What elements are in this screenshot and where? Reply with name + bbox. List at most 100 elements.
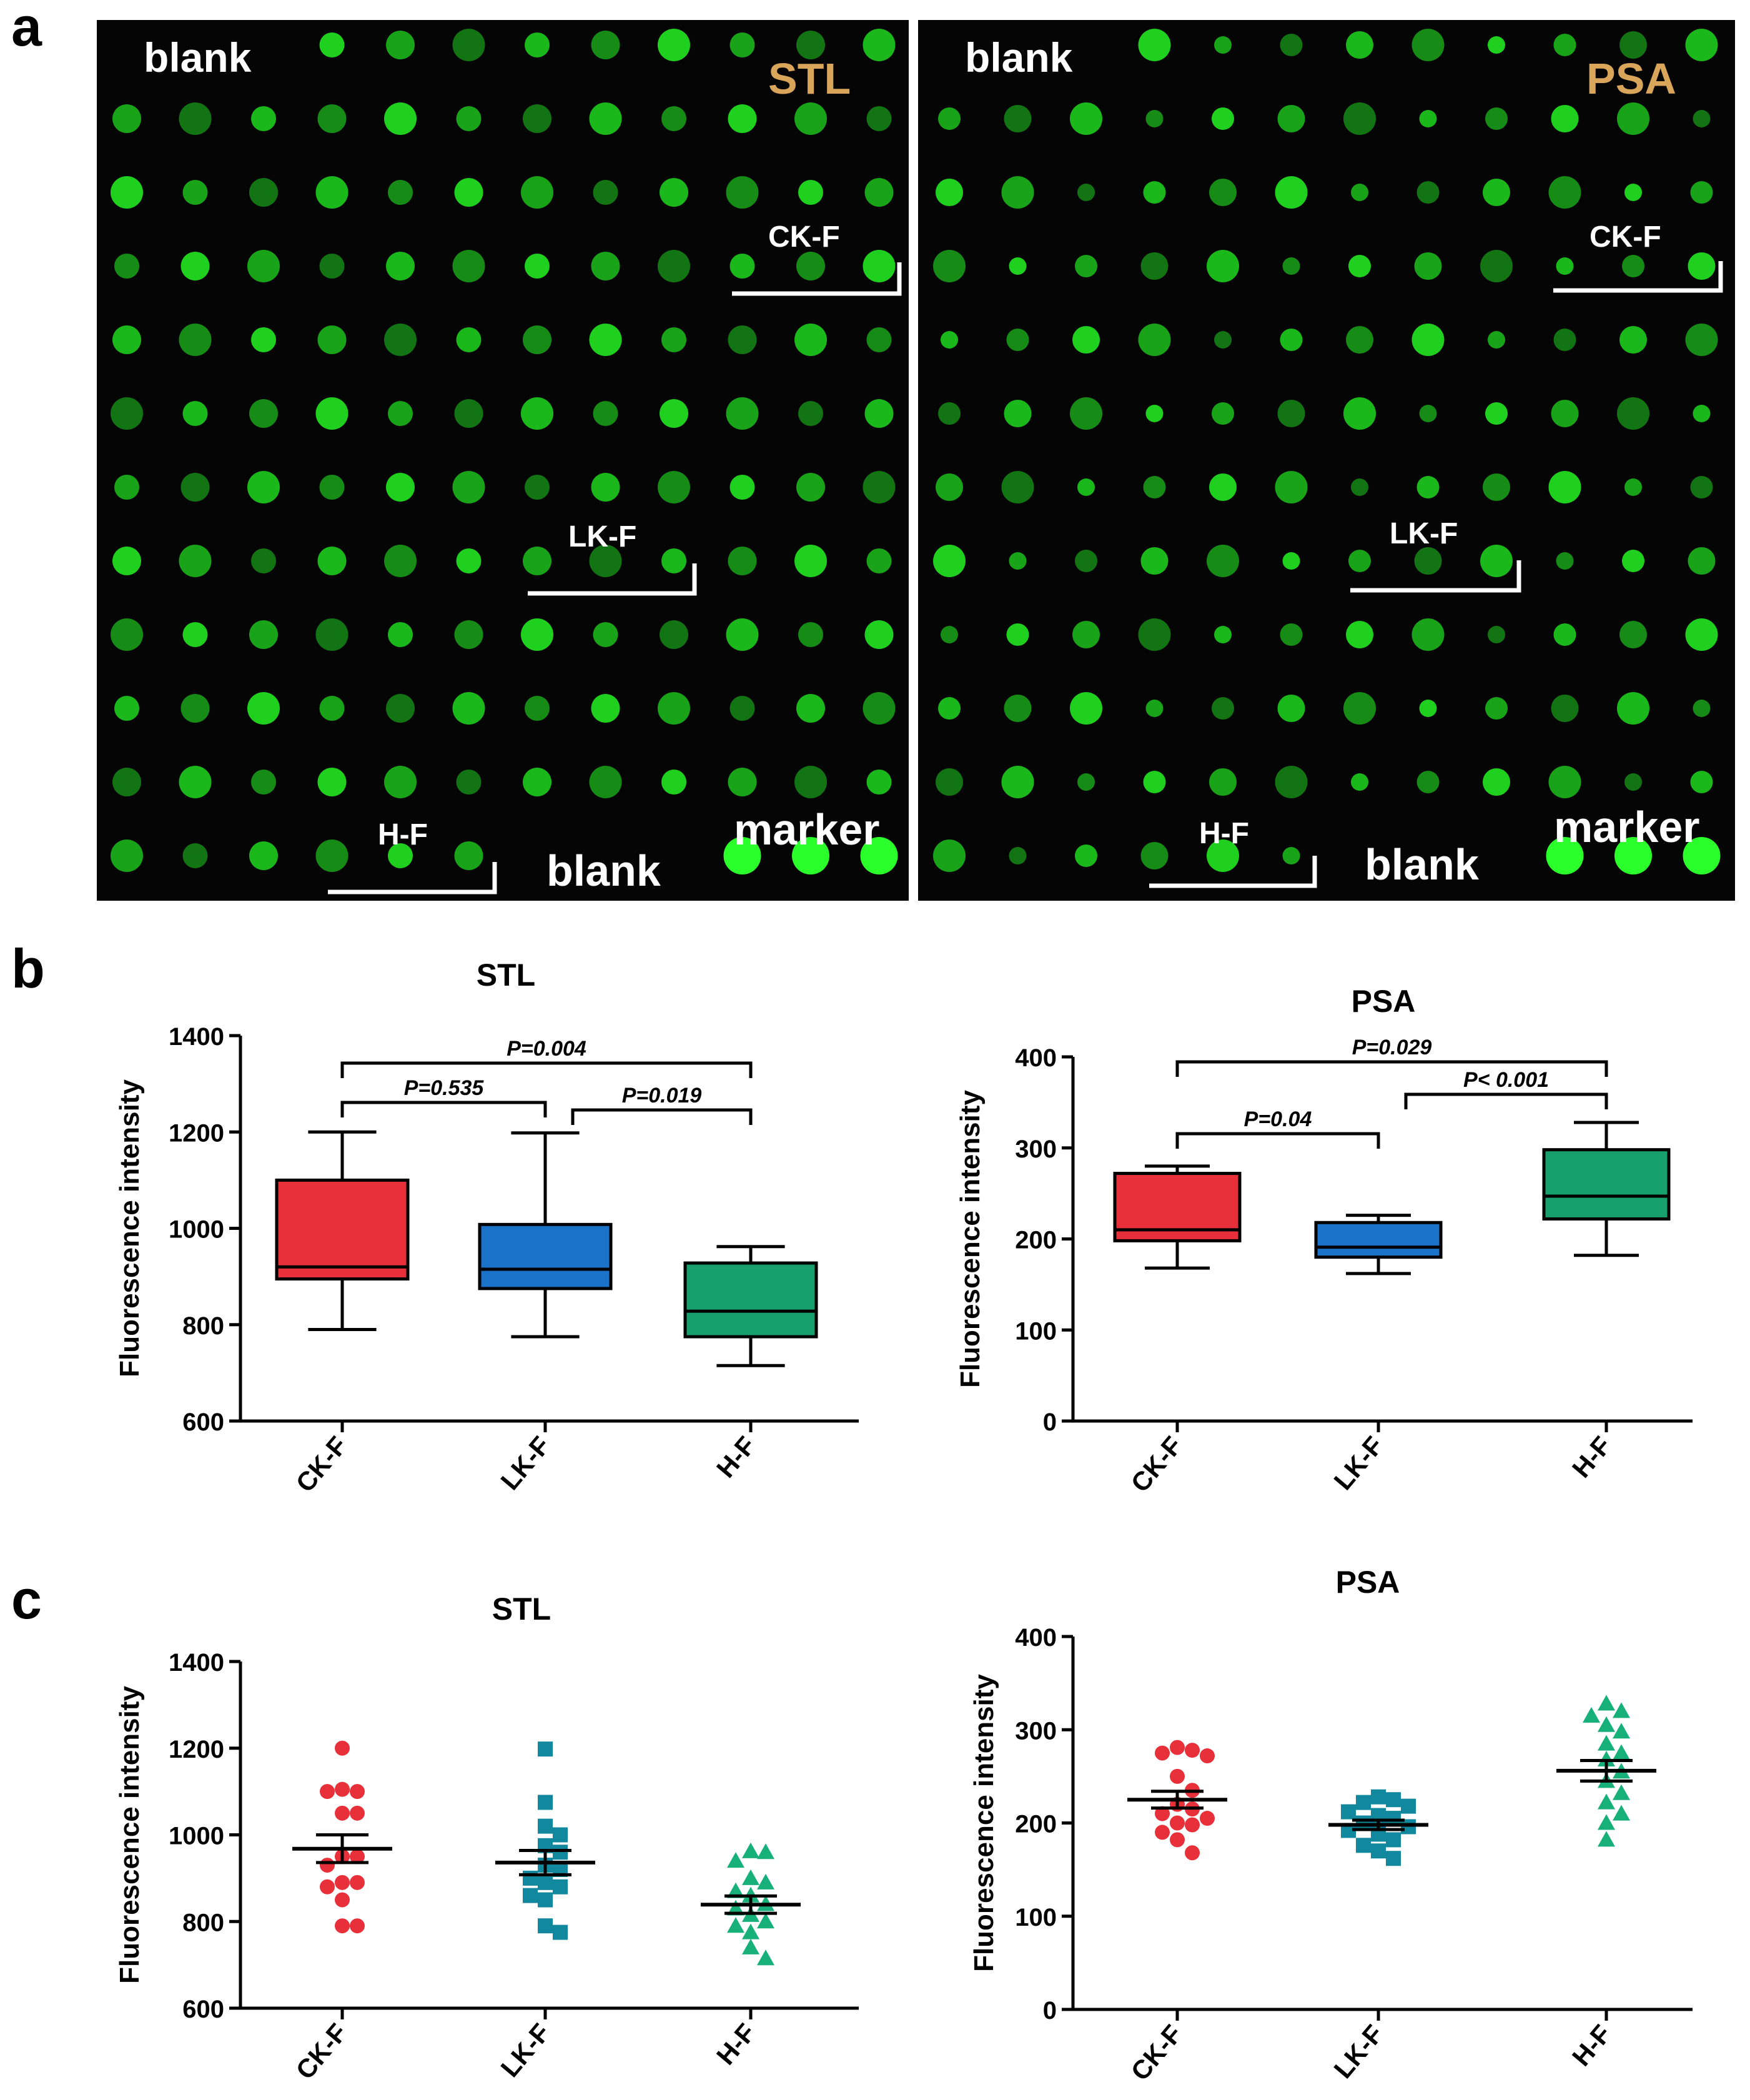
array-spot [1346,31,1373,59]
data-point-ck-f [335,1781,350,1797]
array-spot [591,252,620,280]
data-point-ck-f [350,1784,365,1800]
array-spot [593,622,618,647]
data-point-lk-f [538,1741,553,1757]
array-spot [1143,476,1166,498]
marker-spot [1614,837,1652,874]
array-spot [111,397,143,430]
array-spot [866,770,892,795]
array-spot [863,471,896,503]
array-spot [1212,402,1234,425]
significance-bracket [1175,1060,1608,1077]
array-spot [1419,405,1437,422]
microarray-psa: blank PSA CK-F LK-F H-F blank marker [918,20,1735,901]
array-spot [1419,700,1437,717]
y-tick-label: 1400 [169,1649,224,1677]
array-spot [521,176,553,209]
array-spot [796,694,825,723]
data-point-ck-f [1170,1740,1185,1755]
x-tick-label: H-F [711,1431,761,1483]
microarray-psa-spots [933,29,1721,874]
array-spot [1624,478,1642,496]
array-spot [936,768,963,796]
array-spot [589,545,622,577]
array-spot [798,401,823,426]
array-spot [315,618,349,651]
data-point-ck-f [335,1875,350,1890]
psa-ck-f-bracket [1553,261,1723,293]
panel-label-c: c [11,1568,42,1630]
microarray-psa-background [918,20,1735,901]
array-spot [1485,697,1508,720]
data-point-h-f [1613,1723,1630,1739]
array-spot [317,325,347,354]
array-spot [864,620,894,649]
box-body-lk-f [1314,1221,1443,1259]
panel-label-b: b [11,938,45,999]
array-spot [384,766,417,798]
array-spot [1343,397,1376,430]
data-point-ck-f [320,1784,335,1800]
array-spot [1138,29,1171,61]
array-spot [1277,695,1305,722]
data-point-lk-f [1371,1789,1386,1805]
array-spot [796,252,825,280]
y-tick-label: 200 [1015,1811,1057,1838]
array-spot [798,180,823,205]
microarray-stl-spots [111,29,898,874]
array-spot [1275,471,1308,503]
array-spot [1006,623,1029,646]
data-point-h-f [1598,1695,1615,1711]
data-point-lk-f [1386,1832,1401,1848]
p-value-label: P=0.04 [1244,1107,1312,1131]
array-spot [866,548,892,573]
significance-bracket [1175,1132,1380,1149]
x-tick-label: H-F [711,2018,761,2071]
array-spot [1075,844,1097,867]
data-point-ck-f [1170,1815,1185,1831]
array-spot [726,618,759,651]
array-spot [523,768,551,796]
psa-h-f-bracket [1149,856,1317,888]
array-spot [1275,766,1308,798]
array-spot [523,325,551,354]
chart-c-psa: PSA 0 100 200 300 400 Fluorescence intensity CK… [969,1565,1693,2086]
y-axis-label: Fluorescence intensity [114,1079,145,1377]
array-spot [1070,692,1102,725]
y-tick-label: 100 [1015,1904,1057,1931]
array-spot [1140,842,1169,869]
array-spot [1483,473,1510,501]
data-point-lk-f [538,1818,553,1834]
array-spot [523,104,551,133]
x-tick-label: H-F [1566,1431,1617,1483]
data-point-lk-f [553,1827,568,1843]
chart-title: STL [492,1592,551,1627]
array-spot [1685,324,1718,356]
p-value-label: P=0.029 [1352,1036,1432,1059]
array-spot [388,843,413,868]
x-tick-label: H-F [1566,2019,1617,2072]
stl-marker-label: marker [734,805,880,854]
array-spot [1416,181,1440,204]
array-spot [112,768,141,796]
array-spot [1480,250,1513,282]
array-spot [1282,552,1300,570]
box-body-h-f [683,1261,818,1339]
array-spot [1622,550,1644,572]
array-spot [525,32,550,57]
array-spot [523,547,551,575]
array-spot [454,841,483,870]
array-spot [1411,324,1445,356]
array-spot [1214,36,1232,54]
array-spot [452,471,485,503]
array-spot [1411,618,1445,651]
array-spot [454,620,483,649]
stl-lk-f-label: LK-F [568,520,636,553]
array-spot [593,401,618,426]
array-spot [1690,476,1713,498]
array-spot [319,254,345,279]
p-value-label: P=0.535 [404,1076,485,1100]
y-tick-label: 400 [1015,1044,1057,1072]
array-spot [728,325,757,354]
data-point-h-f [727,1882,744,1898]
